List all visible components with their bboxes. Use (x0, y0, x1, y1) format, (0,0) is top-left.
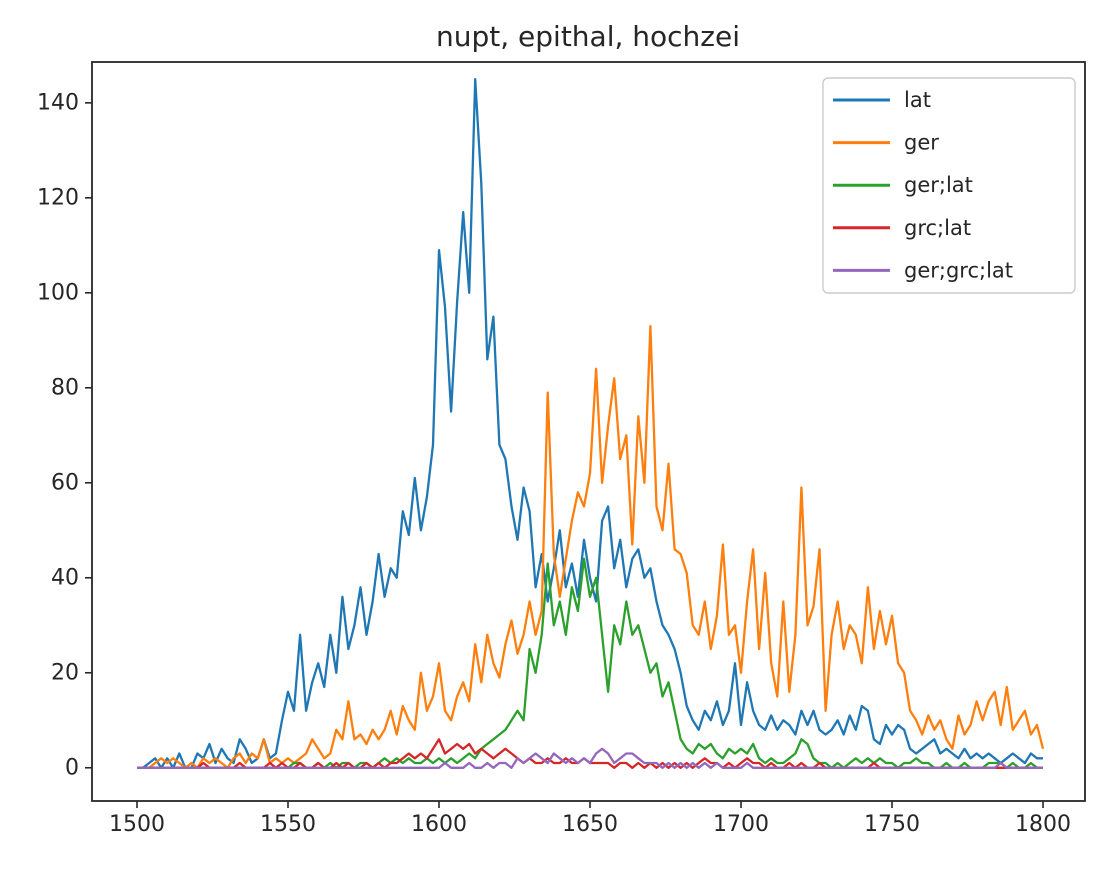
x-tick-label: 1650 (562, 812, 618, 837)
y-tick-label: 0 (65, 755, 79, 780)
x-tick-label: 1750 (864, 812, 920, 837)
x-tick-label: 1500 (109, 812, 165, 837)
x-tick-label: 1800 (1015, 812, 1071, 837)
legend-entry-label: grc;lat (904, 216, 971, 240)
legend-entry-label: ger;grc;lat (904, 258, 1013, 282)
x-tick-label: 1550 (260, 812, 316, 837)
legend-box (822, 77, 1076, 294)
series-line-ger (137, 324, 1045, 769)
series-line-ger-grc-lat (137, 747, 1043, 769)
legend: lat ger ger;lat grc;lat ger;grc;lat (822, 77, 1076, 294)
series-line-lat (137, 77, 1043, 769)
y-tick-label: 120 (37, 185, 79, 210)
legend-entry-label: ger;lat (904, 173, 973, 197)
y-tick-label: 60 (51, 470, 79, 495)
legend-entry-label: lat (904, 88, 931, 112)
y-tick-label: 140 (37, 90, 79, 115)
y-tick-label: 20 (51, 660, 79, 685)
y-tick-label: 80 (51, 375, 79, 400)
x-tick-label: 1600 (411, 812, 467, 837)
plot-border (91, 61, 1086, 802)
y-tick-label: 40 (51, 565, 79, 590)
y-tick-label: 100 (37, 280, 79, 305)
chart-title: nupt, epithal, hochzei (435, 20, 741, 53)
legend-entry-label: ger (904, 131, 939, 155)
x-tick-label: 1700 (713, 812, 769, 837)
